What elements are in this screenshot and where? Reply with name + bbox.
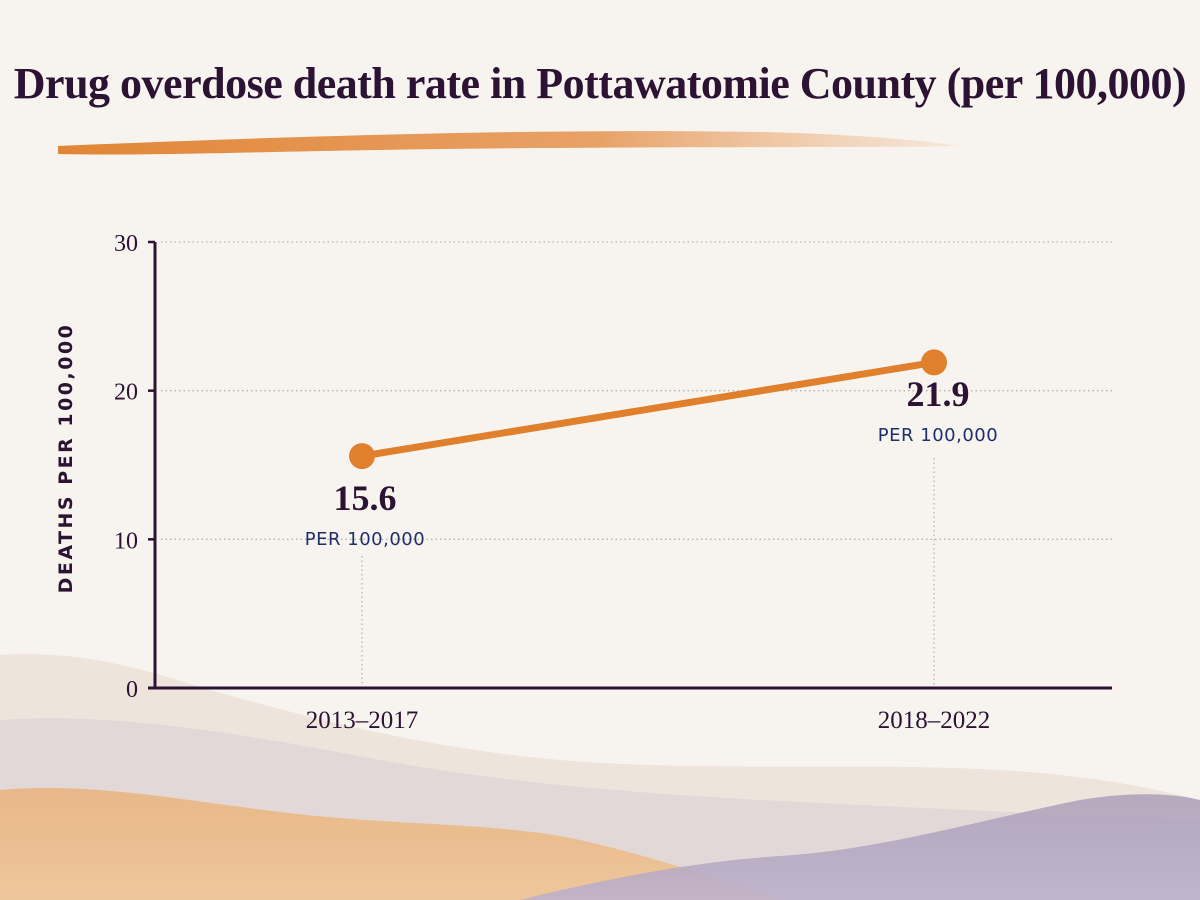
y-tick-label-0: 0: [126, 677, 138, 703]
data-label-1: 15.6: [334, 478, 397, 518]
data-label-unit-2: PER 100,000: [878, 425, 998, 446]
chart-title: Drug overdose death rate in Pottawatomie…: [13, 59, 1187, 108]
purple-hill: [520, 794, 1200, 900]
x-tick-label-2: 2018–2022: [878, 707, 991, 734]
x-tick-label-1: 2013–2017: [306, 707, 419, 734]
data-label-unit-1: PER 100,000: [305, 529, 425, 550]
orange-hill: [0, 788, 780, 900]
y-tick-label-10: 10: [114, 528, 138, 554]
title-brush-stroke: [58, 131, 960, 155]
y-axis-title: DEATHS PER 100,000: [55, 323, 77, 594]
data-point-2: [921, 349, 947, 376]
y-tick-label-20: 20: [114, 380, 138, 406]
data-point-1: [349, 443, 375, 470]
y-tick-label-30: 30: [114, 231, 138, 257]
series-line: [358, 358, 938, 460]
data-label-2: 21.9: [907, 374, 970, 414]
